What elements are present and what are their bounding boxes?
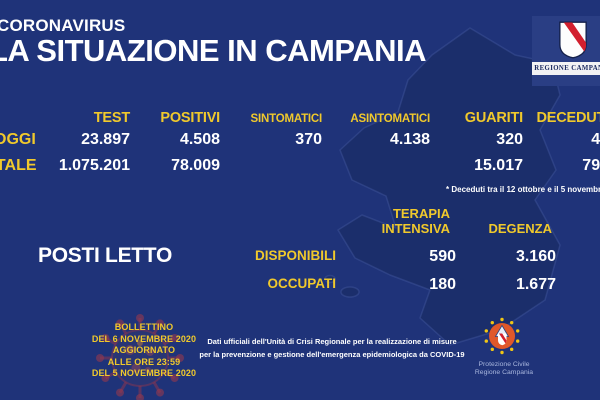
- beds-value-occupati-terapia: 180: [429, 276, 456, 293]
- col-header-sintomatici: SINTOMATICI: [250, 113, 323, 125]
- bulletin-line: ALLE ORE 23:59: [107, 356, 181, 367]
- beds-value-disponibili-terapia: 590: [429, 248, 456, 265]
- protezione-civile-caption: Protezione Civile Regione Campania: [462, 361, 546, 377]
- bulletin-line: AGGIORNATO: [112, 345, 176, 355]
- beds-col-header-terapia-intensiva: TERAPIA INTENSIVA: [382, 206, 450, 236]
- bulletin-line: DEL 6 NOVEMBRE 2020: [91, 333, 197, 344]
- col-header-test: TEST: [93, 110, 130, 126]
- pc-caption-line2: Regione Campania: [474, 369, 534, 376]
- bulletin-date-block: BOLLETTINO DEL 6 NOVEMBRE 2020 AGGIORNAT…: [75, 322, 213, 380]
- value-deceduti-oggi: 40: [591, 131, 600, 148]
- value-guariti-totale: 15.017: [474, 157, 523, 174]
- regione-campania-logo-label: REGIONE CAMPANIA: [532, 62, 600, 75]
- value-deceduti-totale: 794: [582, 157, 600, 174]
- beds-section-title: POSTI LETTO: [38, 244, 172, 267]
- official-disclaimer: Dati ufficiali dell'Unità di Crisi Regio…: [196, 336, 468, 361]
- regione-campania-logo: REGIONE CAMPANIA: [532, 16, 600, 86]
- beds-col-header-degenza: DEGENZA: [488, 221, 552, 236]
- col-header-deceduti: DECEDUTI: [536, 110, 600, 126]
- value-positivi-oggi: 4.508: [179, 131, 220, 148]
- header-kicker: CORONAVIRUS: [0, 16, 126, 35]
- col-header-asintomatici: ASINTOMATICI: [350, 113, 430, 125]
- bulletin-line: BOLLETTINO: [114, 322, 174, 332]
- row-label-oggi: OGGI: [0, 131, 36, 148]
- value-asintomatici-oggi: 4.138: [389, 131, 430, 148]
- coronavirus-icon: [96, 314, 184, 400]
- value-sintomatici-oggi: 370: [295, 131, 322, 148]
- deceduti-footnote: * Deceduti tra il 12 ottobre e il 5 nove…: [446, 185, 600, 194]
- disclaimer-line2: per la prevenzione e gestione dell'emerg…: [199, 349, 465, 359]
- page-title: LA SITUAZIONE IN CAMPANIA: [0, 33, 427, 68]
- value-positivi-totale: 78.009: [171, 157, 220, 174]
- value-test-oggi: 23.897: [81, 131, 130, 148]
- col-header-positivi: POSITIVI: [160, 110, 220, 126]
- beds-value-occupati-degenza: 1.677: [515, 276, 556, 293]
- beds-header-terapia-line1: TERAPIA: [392, 206, 450, 221]
- campania-shield-icon: [559, 21, 587, 59]
- protezione-civile-logo: [484, 317, 520, 355]
- pc-caption-line1: Protezione Civile: [478, 361, 530, 368]
- value-test-totale: 1.075.201: [58, 157, 130, 174]
- beds-value-disponibili-degenza: 3.160: [515, 248, 556, 265]
- beds-row-label-occupati: OCCUPATI: [267, 276, 337, 291]
- disclaimer-line1: Dati ufficiali dell'Unità di Crisi Regio…: [207, 337, 457, 346]
- col-header-guariti: GUARITI: [464, 110, 523, 126]
- value-guariti-oggi: 320: [496, 131, 523, 148]
- row-label-totale: TOTALE: [0, 157, 37, 174]
- bulletin-line: DEL 5 NOVEMBRE 2020: [91, 368, 197, 378]
- beds-row-label-disponibili: DISPONIBILI: [254, 248, 336, 263]
- beds-header-terapia-line2: INTENSIVA: [381, 221, 450, 236]
